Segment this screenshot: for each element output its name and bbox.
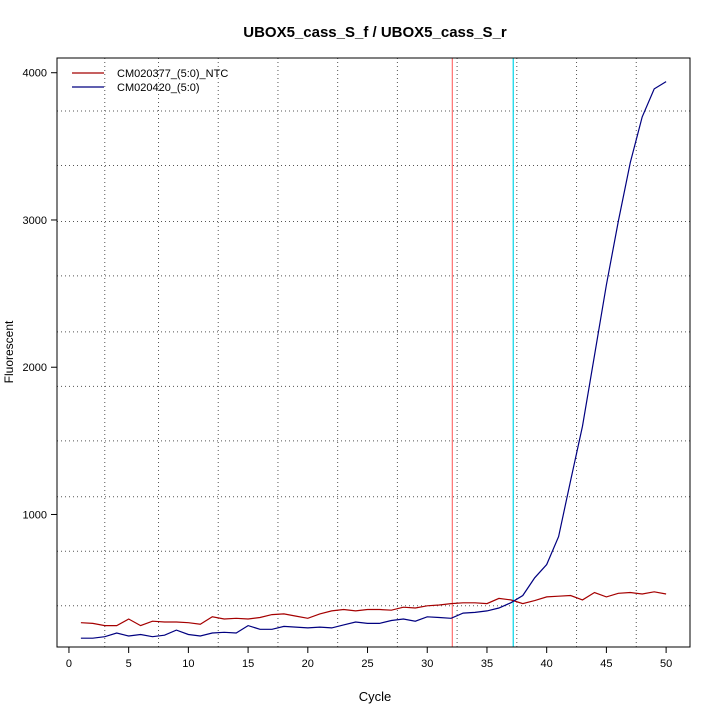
x-axis-label: Cycle bbox=[359, 689, 392, 704]
series-layer bbox=[80, 81, 667, 639]
x-tick-label: 0 bbox=[66, 658, 72, 670]
y-tick-label: 2000 bbox=[23, 362, 47, 374]
y-tick-label: 4000 bbox=[23, 68, 47, 80]
x-tick-label: 10 bbox=[182, 658, 194, 670]
x-tick-label: 50 bbox=[660, 658, 672, 670]
x-tick-label: 15 bbox=[242, 658, 254, 670]
axis-layer: 0 5 10 15 20 25 30 35 40 45 50 1000 2000 3000 4000 bbox=[23, 68, 673, 670]
x-tick-label: 20 bbox=[302, 658, 314, 670]
y-tick-label: 3000 bbox=[23, 215, 47, 227]
x-tick-label: 40 bbox=[541, 658, 553, 670]
y-tick-label: 1000 bbox=[23, 509, 47, 521]
grid-layer bbox=[57, 58, 690, 647]
threshold-layer bbox=[451, 58, 514, 647]
x-tick-label: 35 bbox=[481, 658, 493, 670]
legend-label-1: CM020377_(5:0)_NTC bbox=[117, 68, 228, 80]
legend: CM020377_(5:0)_NTC CM020420_(5:0) bbox=[72, 68, 228, 94]
x-tick-label: 45 bbox=[600, 658, 612, 670]
legend-label-2: CM020420_(5:0) bbox=[117, 82, 200, 94]
x-tick-label: 5 bbox=[126, 658, 132, 670]
x-tick-label: 25 bbox=[361, 658, 373, 670]
x-tick-label: 30 bbox=[421, 658, 433, 670]
y-axis-label: Fluorescent bbox=[2, 320, 16, 383]
plot-frame bbox=[56, 57, 691, 648]
series-line-1 bbox=[80, 591, 667, 627]
chart-title: UBOX5_cass_S_f / UBOX5_cass_S_r bbox=[243, 24, 507, 41]
series-line-2 bbox=[80, 81, 667, 639]
